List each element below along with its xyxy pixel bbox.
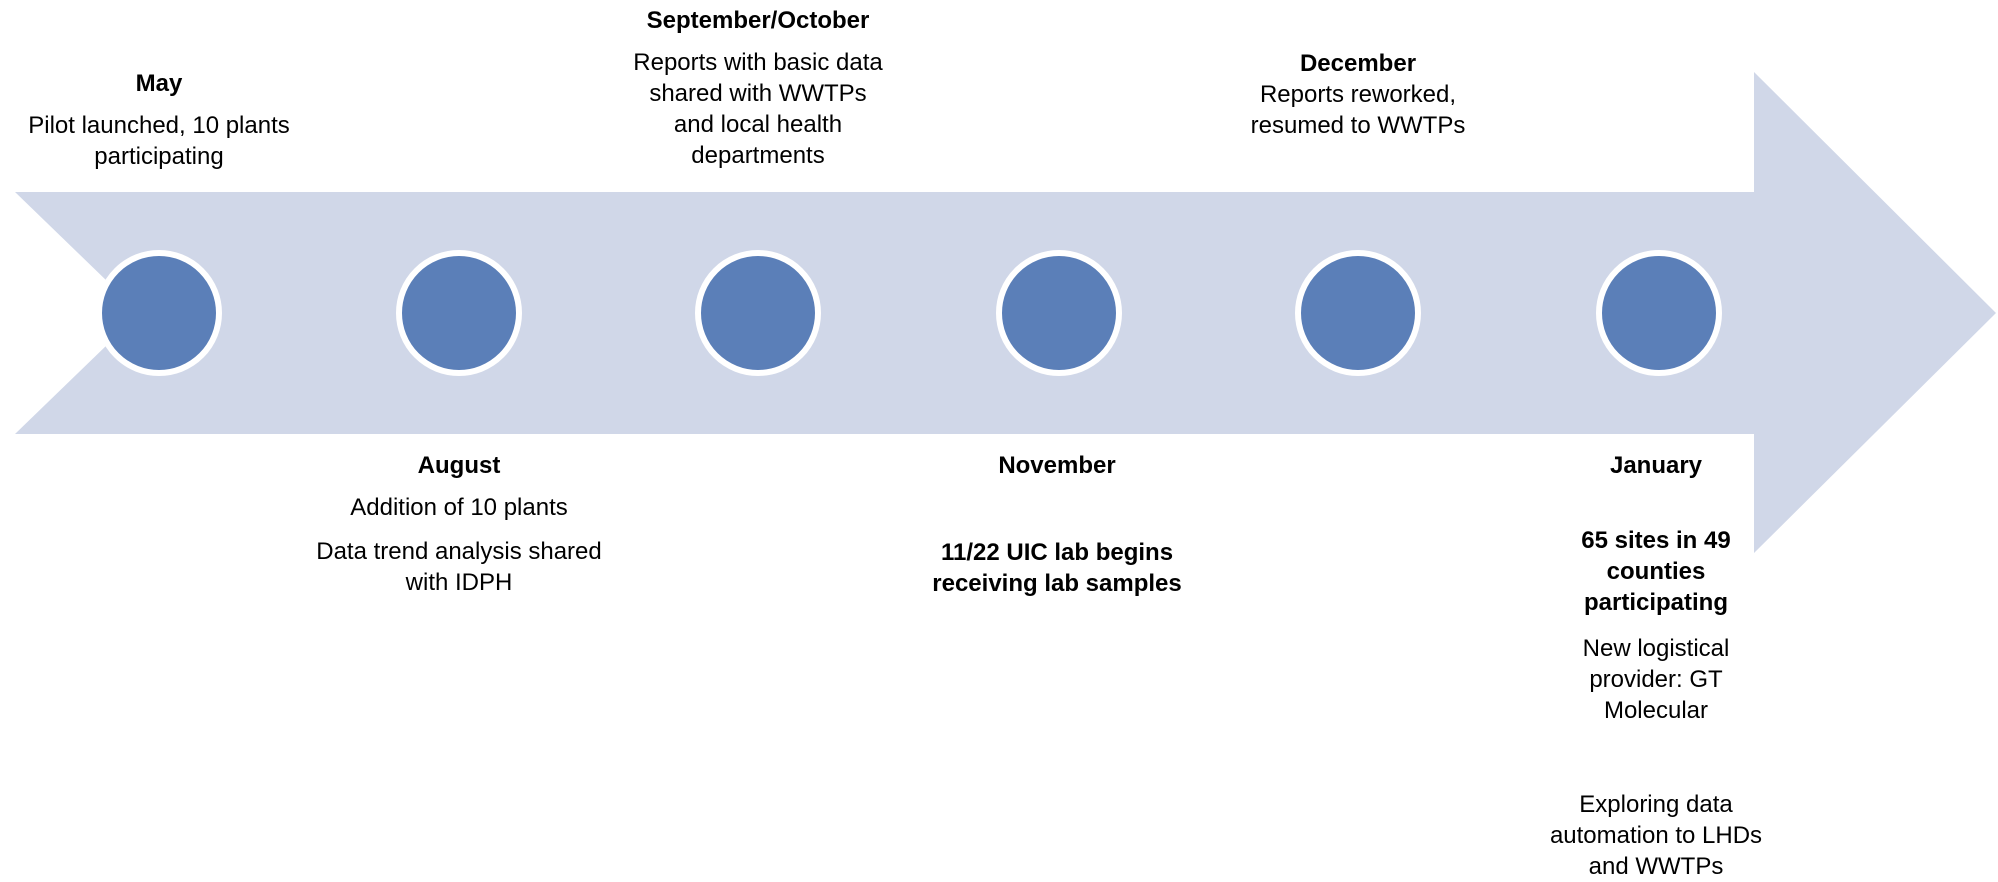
milestone-month: November: [998, 452, 1116, 479]
milestone-month: December: [1299, 50, 1417, 77]
milestone: May Pilot launched, 10 plants participati…: [24, 68, 294, 172]
milestone: November 11/22 UIC lab begins receiving l…: [917, 450, 1197, 599]
milestone-dot: [1295, 250, 1421, 376]
milestone-detail: Reports reworked, resumed to WWTPs: [1250, 81, 1466, 139]
milestone-month: January: [1609, 452, 1703, 479]
milestone-detail: 65 sites in 49 counties participating: [1581, 527, 1731, 616]
milestone-detail: Addition of 10 plants: [350, 494, 568, 521]
milestone-dot: [1596, 250, 1722, 376]
milestone: September/October Reports with basic data…: [633, 5, 883, 171]
milestone: August Addition of 10 plants Data trend an…: [314, 450, 604, 598]
milestone-detail: Reports with basic data shared with WWTP…: [633, 49, 883, 169]
milestone-dots: [96, 250, 1722, 376]
milestone-dot: [695, 250, 821, 376]
milestone-dot: [396, 250, 522, 376]
milestone-detail: Data trend analysis shared with IDPH: [316, 538, 602, 596]
milestone-detail: New logistical provider: GT Molecular: [1582, 635, 1730, 724]
milestone-month: August: [417, 452, 501, 479]
milestone-dot: [96, 250, 222, 376]
milestone-month: May: [135, 70, 183, 97]
milestone-detail: Pilot launched, 10 plants participating: [28, 112, 290, 170]
milestone: January 65 sites in 49 counties participa…: [1536, 450, 1776, 882]
milestone-detail: 11/22 UIC lab begins receiving lab sampl…: [932, 539, 1182, 597]
milestone: December Reports reworked, resumed to WWT…: [1233, 48, 1483, 141]
milestone-dot: [996, 250, 1122, 376]
milestone-month: September/October: [646, 7, 870, 34]
milestone-detail: Exploring data automation to LHDs and WW…: [1549, 791, 1763, 880]
